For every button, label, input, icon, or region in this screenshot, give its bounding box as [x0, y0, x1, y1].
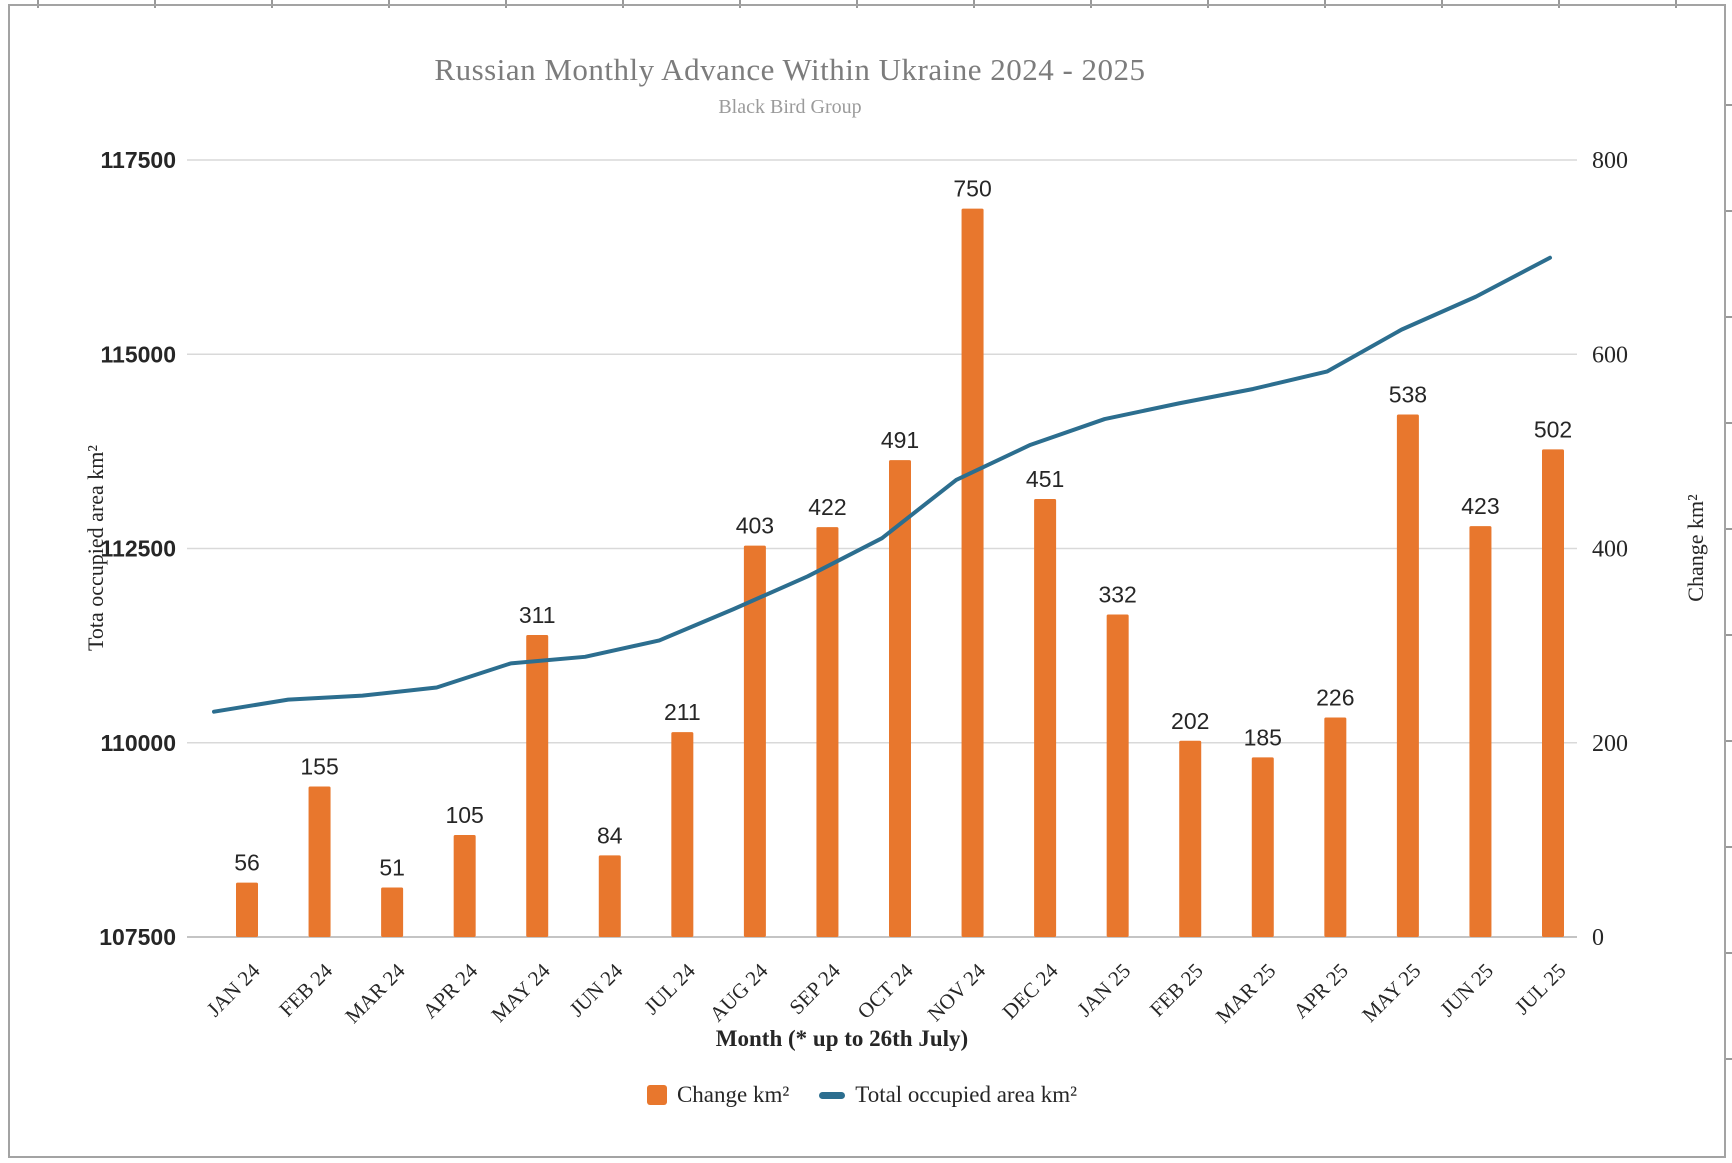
x-axis-tick-label: FEB 24 [274, 958, 337, 1021]
bar-jun-25 [1469, 526, 1492, 937]
legend-label-total: Total occupied area km² [855, 1082, 1078, 1107]
right-axis-tick-label: 400 [1592, 537, 1628, 563]
bar-value-label: 202 [1171, 708, 1209, 734]
bar-oct-24 [889, 460, 911, 937]
bar-series-swatch-icon [646, 1085, 667, 1105]
bar-apr-24 [453, 835, 476, 937]
bar-jun-24 [598, 855, 621, 937]
left-axis-tick-label: 117500 [101, 147, 176, 173]
x-axis-tick-label: JAN 24 [202, 958, 265, 1021]
bar-jan-24 [236, 882, 258, 937]
left-axis-tick-label: 110000 [101, 730, 176, 756]
left-axis-tick-label: 112500 [101, 536, 176, 562]
bar-value-label: 491 [881, 427, 919, 453]
x-axis-tick-label: MAY 25 [1357, 959, 1425, 1027]
x-axis-tick-label: MAR 24 [340, 958, 410, 1028]
bar-value-label: 226 [1316, 684, 1354, 710]
bar-value-label: 332 [1098, 582, 1136, 608]
bar-apr-25 [1324, 717, 1347, 937]
chart-subtitle: Black Bird Group [718, 96, 862, 118]
x-axis-tick-label: APR 24 [418, 958, 483, 1023]
x-axis-tick-label: DEC 24 [997, 958, 1063, 1024]
bar-value-label: 105 [445, 802, 483, 828]
bar-value-label: 51 [379, 854, 405, 880]
x-axis-tick-label: MAR 25 [1211, 959, 1280, 1028]
x-axis-tick-label: SEP 24 [784, 958, 845, 1019]
chart-title: Russian Monthly Advance Within Ukraine 2… [434, 52, 1146, 87]
bar-value-label: 422 [808, 494, 846, 520]
bar-sep-24 [816, 527, 839, 937]
bar-jan-25 [1106, 614, 1129, 937]
bar-feb-24 [308, 786, 331, 937]
x-axis-tick-label: JUN 24 [565, 958, 628, 1021]
spreadsheet-edge-ticks-right [1724, 0, 1732, 1163]
x-axis-tick-label: JUN 25 [1435, 959, 1498, 1022]
legend-item-total: Total occupied area km² [819, 1082, 1077, 1108]
bar-may-25 [1396, 414, 1419, 937]
x-axis-tick-label: OCT 24 [853, 958, 918, 1023]
x-axis-tick-label: JUL 25 [1510, 959, 1571, 1020]
right-axis-tick-label: 0 [1592, 925, 1604, 951]
bar-value-label: 155 [300, 753, 338, 779]
bar-may-24 [526, 634, 549, 937]
x-axis-title: Month (* up to 26th July) [715, 1026, 969, 1051]
x-axis-tick-label: AUG 24 [705, 958, 773, 1026]
x-axis-tick-label: JUL 24 [639, 958, 700, 1019]
bar-dec-24 [1034, 498, 1057, 937]
bar-jul-25 [1542, 449, 1564, 937]
bar-value-label: 502 [1534, 416, 1572, 442]
line-series-swatch-icon [819, 1091, 846, 1099]
right-axis-tick-label: 200 [1592, 731, 1628, 757]
x-axis-tick-label: APR 25 [1288, 959, 1352, 1023]
x-axis-tick-label: NOV 24 [923, 958, 991, 1026]
bar-value-label: 451 [1026, 466, 1064, 492]
bar-mar-25 [1251, 757, 1274, 937]
bar-nov-24 [961, 208, 984, 937]
right-axis-tick-label: 800 [1592, 148, 1628, 174]
bar-mar-24 [381, 887, 404, 937]
bar-value-label: 311 [519, 602, 556, 628]
bar-feb-25 [1179, 740, 1202, 937]
total-occupied-area-line [212, 255, 1552, 714]
left-axis-tick-label: 115000 [101, 341, 176, 367]
bar-value-label: 56 [234, 850, 260, 876]
bar-value-label: 538 [1389, 381, 1427, 407]
bar-value-label: 423 [1461, 493, 1499, 519]
legend: Change km² Total occupied area km² [0, 1082, 1724, 1108]
x-axis-tick-label: MAY 24 [486, 958, 555, 1027]
x-axis-tick-label: JAN 25 [1072, 959, 1135, 1022]
bar-value-label: 403 [736, 513, 774, 539]
bar-value-label: 84 [597, 822, 623, 848]
bar-jul-24 [671, 732, 694, 937]
right-axis-tick-label: 600 [1592, 342, 1628, 368]
legend-item-change: Change km² [646, 1082, 790, 1108]
bar-value-label: 211 [664, 699, 701, 725]
bar-value-label: 750 [953, 176, 991, 202]
x-axis-tick-label: FEB 25 [1145, 959, 1208, 1022]
bar-aug-24 [743, 545, 766, 937]
left-axis-tick-label: 107500 [99, 924, 176, 950]
legend-label-change: Change km² [676, 1082, 790, 1107]
bar-value-label: 185 [1244, 724, 1282, 750]
